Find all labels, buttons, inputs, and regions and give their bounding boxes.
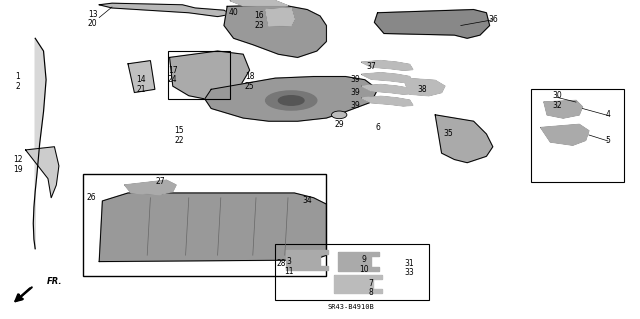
Bar bbox=[168, 51, 230, 99]
Bar bbox=[275, 244, 429, 300]
Polygon shape bbox=[99, 193, 326, 262]
Text: 39: 39 bbox=[350, 75, 360, 84]
Polygon shape bbox=[170, 51, 250, 99]
Text: 12: 12 bbox=[13, 155, 22, 164]
Polygon shape bbox=[374, 10, 490, 38]
Text: FR.: FR. bbox=[47, 277, 62, 286]
Polygon shape bbox=[230, 1, 288, 6]
Text: 34: 34 bbox=[302, 197, 312, 205]
Text: 15: 15 bbox=[174, 126, 184, 135]
Text: SR43-B4910B: SR43-B4910B bbox=[327, 304, 374, 310]
Polygon shape bbox=[362, 96, 413, 106]
Text: 1: 1 bbox=[15, 72, 20, 81]
Polygon shape bbox=[362, 85, 413, 94]
Text: 13: 13 bbox=[88, 10, 98, 19]
Text: 14: 14 bbox=[136, 75, 146, 84]
Bar bbox=[83, 174, 326, 276]
Text: 17: 17 bbox=[168, 66, 178, 75]
Text: 33: 33 bbox=[404, 268, 415, 277]
Text: 16: 16 bbox=[254, 11, 264, 20]
Text: 6: 6 bbox=[375, 123, 380, 132]
Ellipse shape bbox=[266, 91, 317, 110]
Text: 2: 2 bbox=[15, 82, 20, 91]
Text: 30: 30 bbox=[552, 91, 562, 100]
Polygon shape bbox=[205, 77, 378, 121]
Text: 40: 40 bbox=[228, 8, 239, 17]
Polygon shape bbox=[362, 61, 413, 70]
Polygon shape bbox=[435, 115, 493, 163]
Text: 31: 31 bbox=[404, 259, 415, 268]
Text: 23: 23 bbox=[254, 21, 264, 30]
Text: 39: 39 bbox=[350, 101, 360, 110]
Text: 39: 39 bbox=[350, 88, 360, 97]
Text: 26: 26 bbox=[86, 193, 96, 202]
Ellipse shape bbox=[278, 96, 304, 105]
Polygon shape bbox=[541, 124, 589, 145]
Polygon shape bbox=[544, 100, 582, 118]
Text: 18: 18 bbox=[245, 72, 254, 81]
Polygon shape bbox=[224, 5, 326, 57]
Polygon shape bbox=[128, 61, 155, 93]
Text: 19: 19 bbox=[13, 165, 23, 174]
Polygon shape bbox=[26, 147, 59, 198]
Text: 4: 4 bbox=[605, 110, 611, 119]
Polygon shape bbox=[403, 78, 445, 96]
Text: 37: 37 bbox=[366, 63, 376, 71]
Polygon shape bbox=[338, 252, 380, 271]
Text: 7: 7 bbox=[369, 279, 374, 288]
Text: 5: 5 bbox=[605, 136, 611, 145]
Text: 36: 36 bbox=[488, 15, 498, 24]
Text: 21: 21 bbox=[136, 85, 145, 94]
Text: 3: 3 bbox=[287, 257, 292, 266]
Text: 8: 8 bbox=[369, 288, 374, 297]
Polygon shape bbox=[33, 38, 46, 249]
Text: 32: 32 bbox=[552, 101, 562, 110]
Text: 22: 22 bbox=[175, 136, 184, 145]
Text: 10: 10 bbox=[358, 265, 369, 274]
Text: 27: 27 bbox=[155, 177, 165, 186]
Polygon shape bbox=[99, 3, 230, 17]
Text: 9: 9 bbox=[361, 256, 366, 264]
Polygon shape bbox=[362, 73, 413, 82]
Circle shape bbox=[332, 111, 347, 119]
Polygon shape bbox=[287, 249, 328, 271]
Text: 28: 28 bbox=[277, 259, 286, 268]
Polygon shape bbox=[125, 180, 176, 195]
Bar bbox=[531, 89, 624, 182]
Polygon shape bbox=[266, 8, 294, 26]
Text: 11: 11 bbox=[285, 267, 294, 276]
Text: 20: 20 bbox=[88, 19, 98, 28]
Text: 38: 38 bbox=[417, 85, 428, 94]
Text: 25: 25 bbox=[244, 82, 255, 91]
Text: 35: 35 bbox=[443, 130, 453, 138]
Text: 24: 24 bbox=[168, 75, 178, 84]
Text: 29: 29 bbox=[334, 120, 344, 129]
Polygon shape bbox=[335, 275, 383, 293]
